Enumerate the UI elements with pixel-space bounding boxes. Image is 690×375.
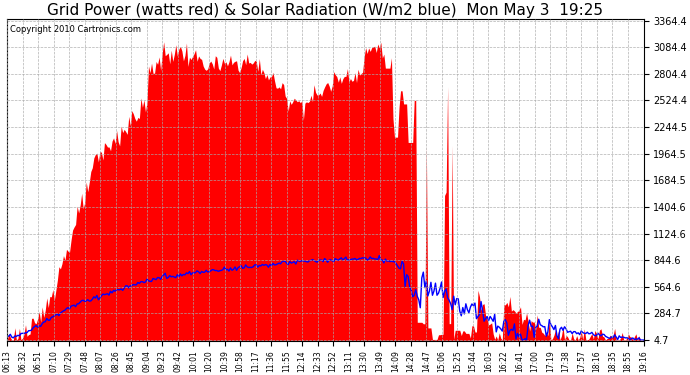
Title: Grid Power (watts red) & Solar Radiation (W/m2 blue)  Mon May 3  19:25: Grid Power (watts red) & Solar Radiation… bbox=[48, 3, 603, 18]
Text: Copyright 2010 Cartronics.com: Copyright 2010 Cartronics.com bbox=[10, 26, 141, 34]
